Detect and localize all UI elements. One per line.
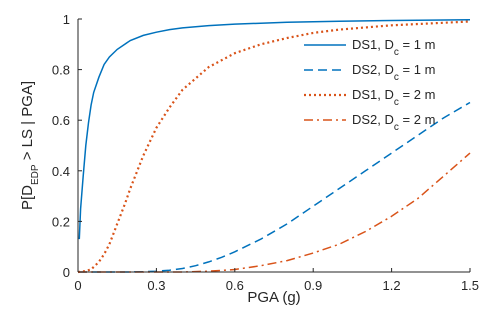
- legend-label-4: DS2, Dc = 2 m: [352, 112, 435, 133]
- y-tick-label: 0.8: [52, 63, 70, 78]
- y-axis-title: P[DEDP > LS | PGA]: [19, 81, 41, 210]
- legend-label-text: DS1, D: [352, 37, 394, 52]
- y-axis-title-part: EDP: [30, 164, 41, 185]
- legend-label-3: DS1, Dc = 2 m: [352, 87, 435, 108]
- series-line-2: [78, 101, 471, 273]
- legend-label-subscript: c: [394, 97, 399, 108]
- y-tick-label: 0.6: [52, 113, 70, 128]
- y-tick-label: 0: [63, 265, 70, 280]
- plot-area: [77, 19, 471, 274]
- series-line-3: [77, 20, 471, 274]
- x-axis-title: PGA (g): [247, 289, 300, 306]
- legend-label-1: DS1, Dc = 1 m: [352, 37, 435, 58]
- legend-label-text: = 1 m: [399, 62, 436, 77]
- x-tick-label: 1.2: [383, 278, 401, 293]
- x-tick-label: 1.5: [461, 278, 479, 293]
- legend-label-text: DS2, D: [352, 112, 394, 127]
- axes: 0 0.3 0.6 0.9 1.2 1.5 0 0.2 0.4 0.6 0.8 1 PGA (g) P[D…: [19, 12, 479, 306]
- legend-label-text: DS2, D: [352, 62, 394, 77]
- series-line-4: [78, 152, 471, 273]
- legend-label-subscript: c: [394, 47, 399, 58]
- x-tick-label: 0.6: [226, 278, 244, 293]
- x-tick-label: 0: [74, 278, 81, 293]
- legend-label-2: DS2, Dc = 1 m: [352, 62, 435, 83]
- y-tick-label: 0.4: [52, 164, 70, 179]
- y-axis-title-part: P[D: [19, 185, 36, 210]
- series-line-1: [78, 19, 471, 240]
- legend-label-subscript: c: [394, 72, 399, 83]
- y-tick-label: 0.2: [52, 214, 70, 229]
- legend-label-text: = 1 m: [399, 37, 436, 52]
- legend-label-subscript: c: [394, 122, 399, 133]
- legend-label-text: DS1, D: [352, 87, 394, 102]
- y-tick-label: 1: [63, 12, 70, 27]
- y-axis-title-part: > LS | PGA]: [19, 81, 36, 165]
- x-tick-label: 0.9: [304, 278, 322, 293]
- legend-label-text: = 2 m: [399, 87, 436, 102]
- legend-label-text: = 2 m: [399, 112, 436, 127]
- x-tick-label: 0.3: [147, 278, 165, 293]
